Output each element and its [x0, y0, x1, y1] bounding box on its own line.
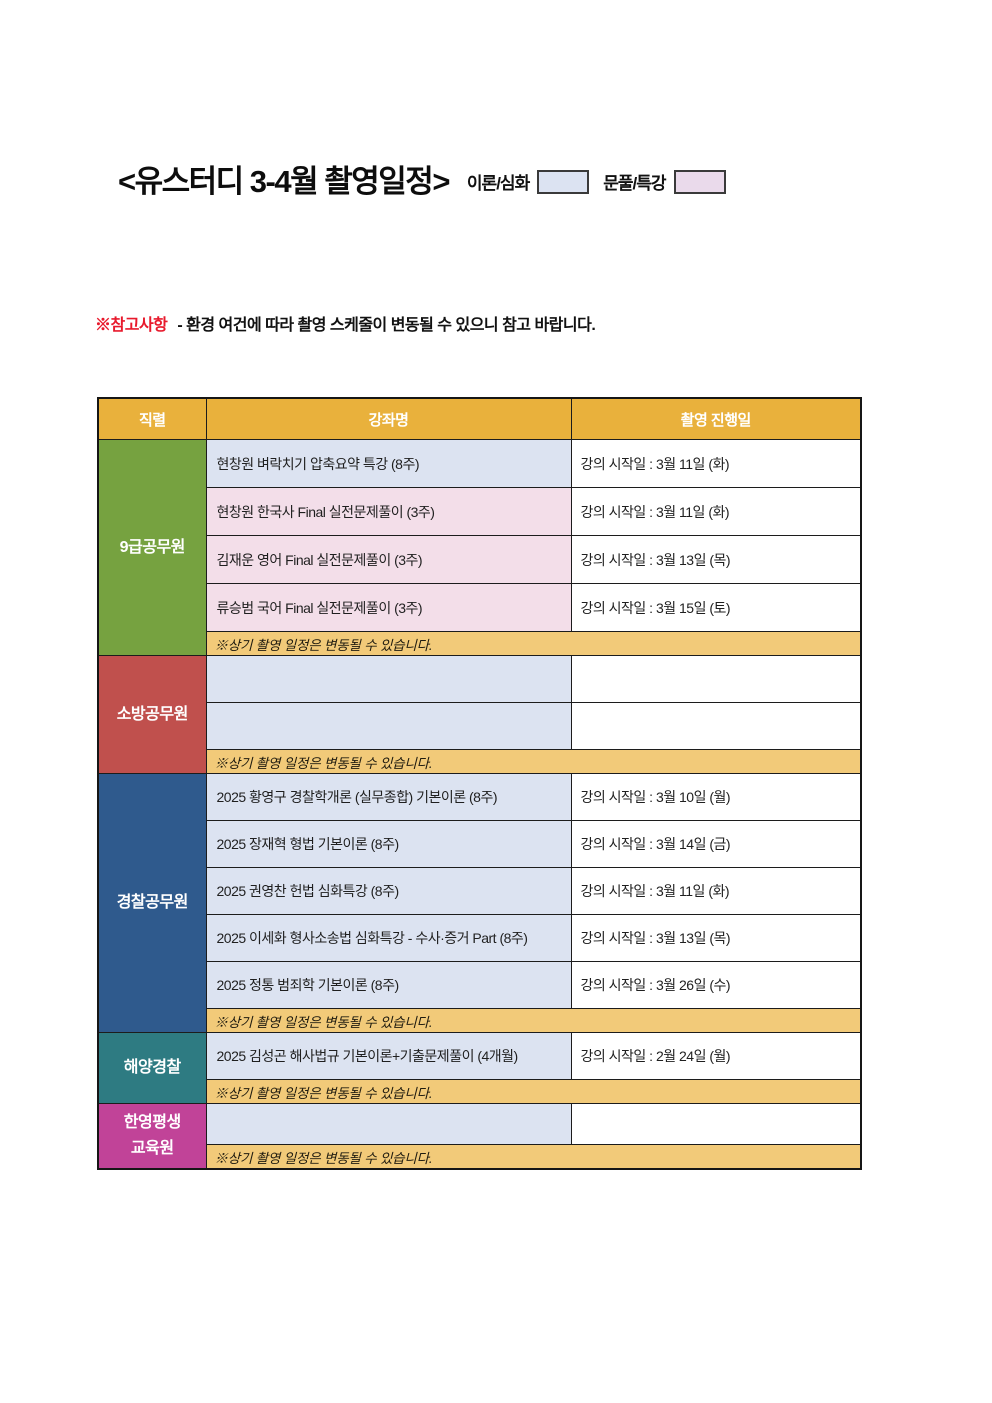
course-cell: 2025 권영찬 헌법 심화특강 (8주) — [205, 867, 572, 915]
table-note-row: ※상기 촬영 일정은 변동될 수 있습니다. — [98, 1079, 862, 1104]
course-cell: 김재운 영어 Final 실전문제풀이 (3주) — [205, 535, 572, 584]
course-cell — [205, 702, 572, 750]
table-note-row: ※상기 촬영 일정은 변동될 수 있습니다. — [98, 1144, 862, 1170]
legend-theory-swatch — [537, 169, 590, 194]
category-cell-coastguard: 해양경찰 — [97, 1032, 207, 1104]
table-row: 2025 정통 범죄학 기본이론 (8주) 강의 시작일 : 3월 26일 (수… — [98, 961, 862, 1009]
header-category: 직렬 — [97, 397, 207, 440]
table-row: 해양경찰 2025 김성곤 해사법규 기본이론+기출문제풀이 (4개월) 강의 … — [97, 1032, 862, 1104]
course-cell: 2025 정통 범죄학 기본이론 (8주) — [205, 961, 572, 1009]
notice-text: - 환경 여건에 따라 촬영 스케줄이 변동될 수 있으니 참고 바랍니다. — [177, 317, 596, 334]
date-cell: 강의 시작일 : 3월 14일 (금) — [570, 820, 862, 868]
schedule-table: 직렬 강좌명 촬영 진행일 9급공무원 현창원 벼락치기 압축요약 특강 (8주… — [97, 397, 862, 1170]
legend-theory-label: 이론/심화 — [466, 174, 530, 193]
category-label-line2: 교육원 — [130, 1140, 174, 1157]
note-cell: ※상기 촬영 일정은 변동될 수 있습니다. — [205, 1144, 862, 1170]
notice-prefix: ※참고사항 — [95, 317, 168, 334]
course-cell: 2025 황영구 경찰학개론 (실무종합) 기본이론 (8주) — [205, 773, 572, 821]
course-cell: 현창원 벼락치기 압축요약 특강 (8주) — [205, 439, 572, 488]
page-title: <유스터디 3-4월 촬영일정> — [118, 164, 450, 199]
course-cell: 현창원 한국사 Final 실전문제풀이 (3주) — [205, 487, 572, 536]
legend-problem-swatch — [673, 169, 726, 194]
table-note-row: ※상기 촬영 일정은 변동될 수 있습니다. — [98, 1008, 862, 1033]
table-row: 2025 장재혁 형법 기본이론 (8주) 강의 시작일 : 3월 14일 (금… — [98, 820, 862, 868]
date-cell: 강의 시작일 : 3월 11일 (화) — [570, 867, 862, 915]
course-cell — [205, 655, 572, 703]
category-cell-fire: 소방공무원 — [97, 655, 207, 774]
notice-line: ※참고사항 - 환경 여건에 따라 촬영 스케줄이 변동될 수 있으니 참고 바… — [95, 311, 596, 335]
course-cell — [205, 1103, 572, 1145]
category-cell-grade9: 9급공무원 — [97, 439, 207, 656]
category-label-line1: 한영평생 — [123, 1114, 181, 1132]
table-row: 소방공무원 — [97, 655, 862, 774]
title-row: <유스터디 3-4월 촬영일정> 이론/심화 문풀/특강 — [118, 156, 740, 201]
course-cell: 2025 장재혁 형법 기본이론 (8주) — [205, 820, 572, 868]
date-cell: 강의 시작일 : 2월 24일 (월) — [570, 1032, 862, 1080]
table-header-row: 직렬 강좌명 촬영 진행일 — [97, 397, 862, 440]
course-cell: 류승범 국어 Final 실전문제풀이 (3주) — [205, 583, 572, 632]
legend: 이론/심화 문풀/특강 — [467, 169, 740, 194]
table-row: 9급공무원 현창원 벼락치기 압축요약 특강 (8주) 강의 시작일 : 3월 … — [97, 439, 862, 656]
date-cell — [570, 655, 862, 703]
date-cell — [570, 702, 862, 750]
note-cell: ※상기 촬영 일정은 변동될 수 있습니다. — [205, 1079, 862, 1104]
category-cell-police: 경찰공무원 — [97, 773, 207, 1033]
date-cell: 강의 시작일 : 3월 10일 (월) — [570, 773, 862, 821]
table-note-row: ※상기 촬영 일정은 변동될 수 있습니다. — [98, 749, 862, 774]
table-row: 2025 권영찬 헌법 심화특강 (8주) 강의 시작일 : 3월 11일 (화… — [98, 867, 862, 915]
note-cell: ※상기 촬영 일정은 변동될 수 있습니다. — [205, 749, 862, 774]
date-cell: 강의 시작일 : 3월 13일 (목) — [570, 535, 862, 584]
date-cell: 강의 시작일 : 3월 11일 (화) — [570, 487, 862, 536]
table-row: 류승범 국어 Final 실전문제풀이 (3주) 강의 시작일 : 3월 15일… — [98, 583, 862, 632]
table-note-row: ※상기 촬영 일정은 변동될 수 있습니다. — [98, 631, 862, 656]
date-cell: 강의 시작일 : 3월 15일 (토) — [570, 583, 862, 632]
note-cell: ※상기 촬영 일정은 변동될 수 있습니다. — [205, 1008, 862, 1033]
table-row: 김재운 영어 Final 실전문제풀이 (3주) 강의 시작일 : 3월 13일… — [98, 535, 862, 584]
course-cell: 2025 김성곤 해사법규 기본이론+기출문제풀이 (4개월) — [205, 1032, 572, 1080]
date-cell: 강의 시작일 : 3월 26일 (수) — [570, 961, 862, 1009]
table-row: 한영평생 교육원 — [97, 1103, 862, 1170]
date-cell: 강의 시작일 : 3월 13일 (목) — [570, 914, 862, 962]
course-cell: 2025 이세화 형사소송법 심화특강 - 수사·증거 Part (8주) — [205, 914, 572, 962]
header-date: 촬영 진행일 — [570, 397, 862, 440]
note-cell: ※상기 촬영 일정은 변동될 수 있습니다. — [205, 631, 862, 656]
date-cell — [570, 1103, 862, 1145]
category-cell-hanyoung: 한영평생 교육원 — [97, 1103, 207, 1170]
table-row: 경찰공무원 2025 황영구 경찰학개론 (실무종합) 기본이론 (8주) 강의… — [97, 773, 862, 1033]
header-course: 강좌명 — [205, 397, 572, 440]
table-row: 2025 이세화 형사소송법 심화특강 - 수사·증거 Part (8주) 강의… — [98, 914, 862, 962]
date-cell: 강의 시작일 : 3월 11일 (화) — [570, 439, 862, 488]
table-row — [98, 702, 862, 750]
legend-problem-label: 문풀/특강 — [603, 174, 666, 193]
table-row: 현창원 한국사 Final 실전문제풀이 (3주) 강의 시작일 : 3월 11… — [98, 487, 862, 536]
